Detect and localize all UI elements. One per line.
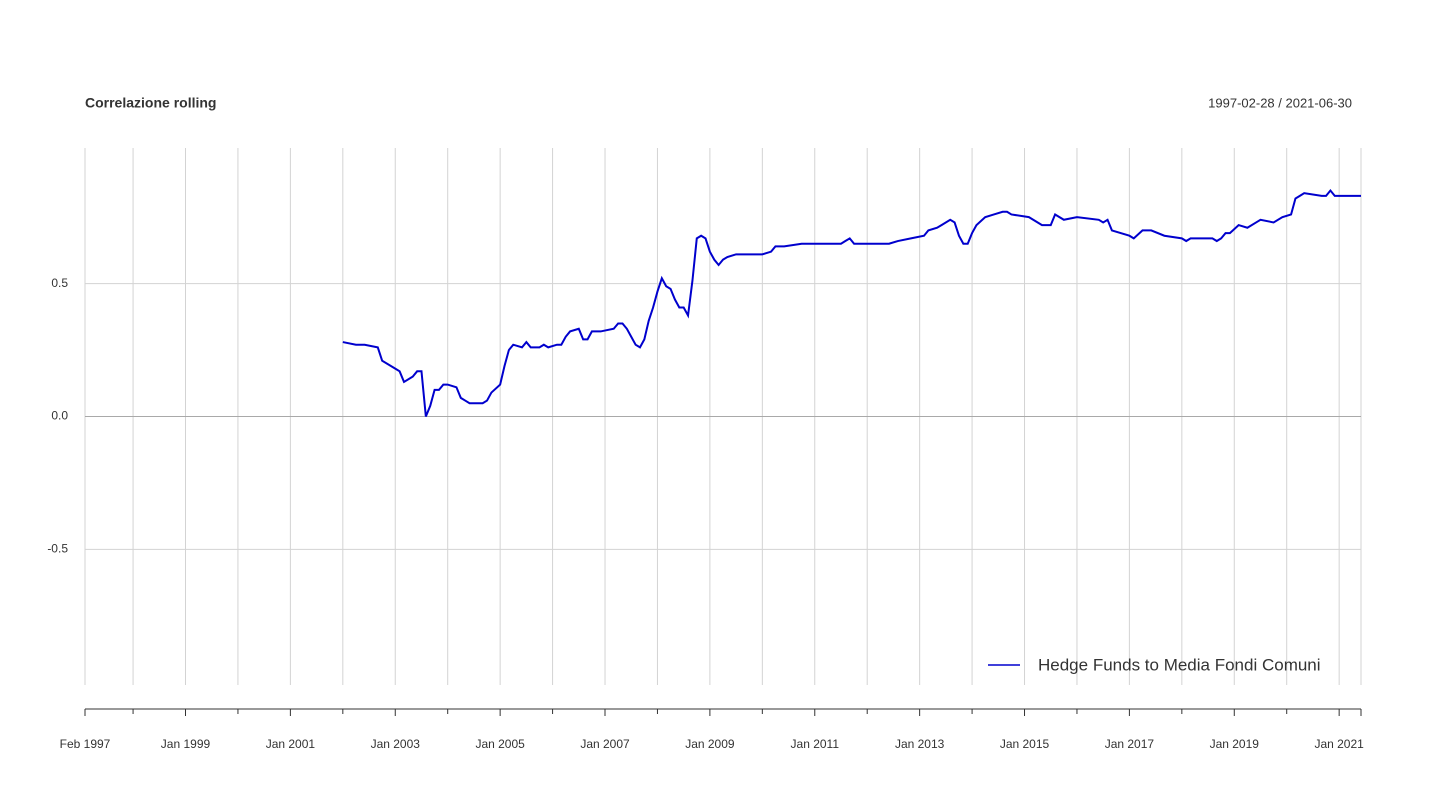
x-tick-label: Jan 2015 <box>1000 737 1050 751</box>
x-tick-label: Jan 2017 <box>1105 737 1155 751</box>
x-tick-label: Jan 2011 <box>791 737 840 751</box>
x-tick-label: Jan 1999 <box>161 737 211 751</box>
y-tick-label: 0.5 <box>51 276 68 290</box>
x-tick-label: Jan 2003 <box>371 737 421 751</box>
x-tick-label: Jan 2005 <box>475 737 525 751</box>
x-tick-label: Jan 2019 <box>1210 737 1260 751</box>
x-tick-label: Jan 2001 <box>266 737 316 751</box>
x-tick-label: Feb 1997 <box>60 737 111 751</box>
x-tick-label: Jan 2021 <box>1314 737 1364 751</box>
legend-label: Hedge Funds to Media Fondi Comuni <box>1038 655 1321 674</box>
x-tick-label: Jan 2013 <box>895 737 945 751</box>
x-tick-label: Jan 2009 <box>685 737 735 751</box>
x-tick-label: Jan 2007 <box>580 737 630 751</box>
y-tick-label: -0.5 <box>47 542 68 556</box>
chart-title: Correlazione rolling <box>85 95 216 111</box>
y-tick-label: 0.0 <box>51 409 68 423</box>
chart-subtitle: 1997-02-28 / 2021-06-30 <box>1208 95 1352 110</box>
data-line <box>342 188 1361 417</box>
